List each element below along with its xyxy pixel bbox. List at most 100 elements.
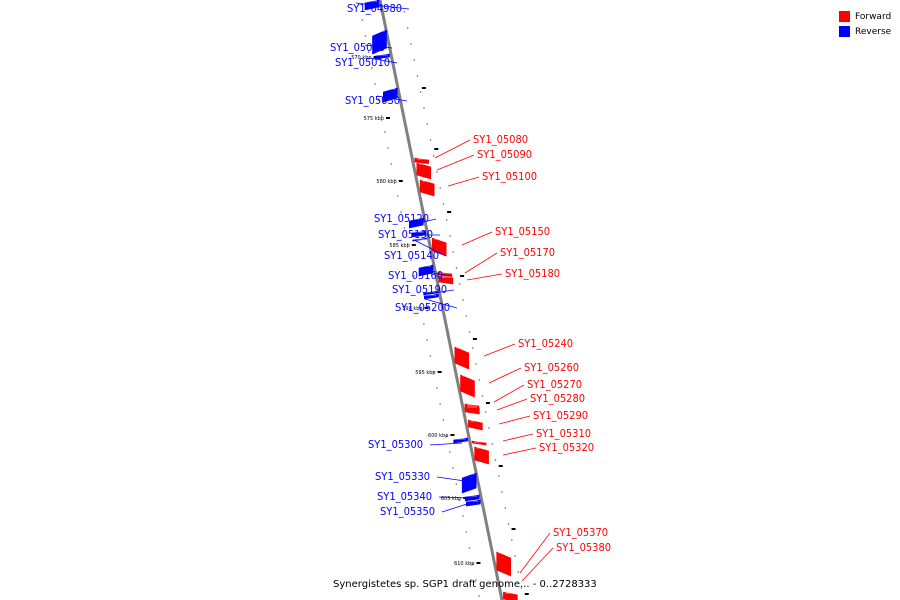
track-dot [511, 539, 513, 541]
gene-feature[interactable] [496, 551, 512, 577]
track-dot [458, 283, 461, 285]
track-dot [416, 291, 419, 293]
track-dot [406, 243, 409, 245]
track-dot [471, 347, 474, 349]
gene-label[interactable]: SY1_05190 [392, 283, 447, 296]
track-dot [449, 451, 451, 453]
minor-tick-mark [485, 402, 490, 404]
track-dot [419, 91, 422, 93]
track-dot [384, 131, 386, 133]
forward-swatch [839, 11, 850, 22]
gene-label[interactable]: SY1_05180 [505, 267, 560, 280]
legend-label-forward: Forward [855, 11, 892, 22]
gene-label[interactable]: SY1_05090 [477, 148, 532, 161]
legend-label-reverse: Reverse [855, 26, 892, 37]
kbp-tick-label: 605 kbp [441, 496, 461, 502]
track-dot [419, 307, 422, 309]
gene-feature[interactable] [503, 591, 518, 600]
minor-tick-mark [472, 338, 477, 340]
gene-label[interactable]: SY1_05320 [539, 441, 594, 454]
gene-leader-line [488, 367, 522, 384]
gene-label[interactable]: SY1_05010 [335, 56, 390, 69]
gene-labels: SY1_04980 SY1_05000 SY1_05010 SY1_05030 SY1_… [330, 2, 611, 582]
backbone-dot-tracks [358, 3, 523, 597]
genome-caption: Synergistetes sp. SGP1 draft genome... -… [333, 579, 597, 590]
track-dot [449, 235, 451, 237]
kbp-tick-label: 570 kbp [351, 55, 371, 61]
gene-label[interactable]: SY1_05150 [495, 225, 550, 238]
track-dot [410, 259, 412, 261]
track-dot [468, 331, 471, 333]
kbp-tick-mark [476, 562, 481, 564]
gene-label[interactable]: SY1_04980 [347, 2, 402, 15]
track-dot [455, 267, 458, 269]
track-dot [491, 443, 494, 445]
legend-forward: Forward [839, 9, 891, 24]
track-dot [413, 275, 415, 277]
gene-feature[interactable] [460, 374, 475, 398]
gene-feature[interactable] [454, 346, 470, 370]
gene-label[interactable]: SY1_05310 [536, 427, 591, 440]
gene-label[interactable]: SY1_05260 [524, 361, 579, 374]
track-dot [423, 323, 425, 325]
gene-label[interactable]: SY1_05160 [388, 269, 443, 282]
minor-tick-mark [447, 211, 452, 213]
track-dot [403, 11, 406, 13]
track-dot [465, 531, 468, 533]
gene-label[interactable]: SY1_05120 [374, 212, 429, 225]
gene-feature[interactable] [416, 162, 432, 180]
gene-label[interactable]: SY1_05300 [368, 438, 423, 451]
track-dot [494, 459, 497, 461]
gene-leader-line [496, 398, 528, 411]
minor-tick-mark [498, 465, 503, 467]
gene-leader-line [355, 2, 410, 10]
gene-label[interactable]: SY1_05130 [378, 228, 433, 241]
gene-leader-line [493, 384, 525, 403]
track-dot [517, 571, 520, 573]
gene-feature[interactable] [372, 29, 387, 55]
kbp-tick-mark [424, 307, 429, 309]
track-dot [485, 411, 487, 413]
strand-legend: Forward Reverse [839, 9, 891, 39]
gene-label[interactable]: SY1_05080 [473, 133, 528, 146]
track-dot [478, 379, 481, 381]
gene-leader-line [364, 44, 393, 49]
gene-label[interactable]: SY1_05280 [530, 392, 585, 405]
gene-label[interactable]: SY1_05030 [345, 94, 400, 107]
kbp-tick-label: 610 kbp [454, 561, 474, 567]
track-dot [436, 171, 438, 173]
gene-label[interactable]: SY1_05340 [377, 490, 432, 503]
gene-leader-line [447, 176, 480, 187]
gene-label[interactable]: SY1_05140 [384, 249, 439, 262]
track-dot [423, 107, 425, 109]
gene-leader-line [422, 270, 451, 277]
gene-feature[interactable] [431, 237, 447, 257]
gene-label[interactable]: SY1_05240 [518, 337, 573, 350]
minor-tick-mark [434, 148, 439, 150]
kbp-tick-label: 580 kbp [376, 179, 396, 185]
track-dot [507, 523, 510, 525]
gene-label[interactable]: SY1_05350 [380, 505, 435, 518]
gene-label[interactable]: SY1_05380 [556, 541, 611, 554]
gene-feature[interactable] [468, 419, 483, 431]
gene-label[interactable]: SY1_05270 [527, 378, 582, 391]
gene-leader-line [519, 532, 551, 574]
gene-label[interactable]: SY1_05330 [375, 470, 430, 483]
gene-label[interactable]: SY1_05200 [395, 301, 450, 314]
track-dot [458, 499, 461, 501]
gene-feature[interactable] [461, 472, 477, 494]
gene-leader-line [438, 496, 471, 499]
gene-feature[interactable] [474, 446, 489, 465]
gene-label[interactable]: SY1_05290 [533, 409, 588, 422]
gene-label[interactable]: SY1_05100 [482, 170, 537, 183]
gene-label[interactable]: SY1_05000 [330, 41, 385, 54]
minor-tick-mark [511, 528, 516, 530]
gene-leader-line [436, 476, 466, 482]
track-dot [475, 579, 477, 581]
kbp-tick-label: 585 kbp [389, 243, 409, 249]
track-dot [462, 299, 464, 301]
gene-label[interactable]: SY1_05370 [553, 526, 608, 539]
gene-label[interactable]: SY1_05170 [500, 246, 555, 259]
gene-feature[interactable] [419, 179, 435, 197]
